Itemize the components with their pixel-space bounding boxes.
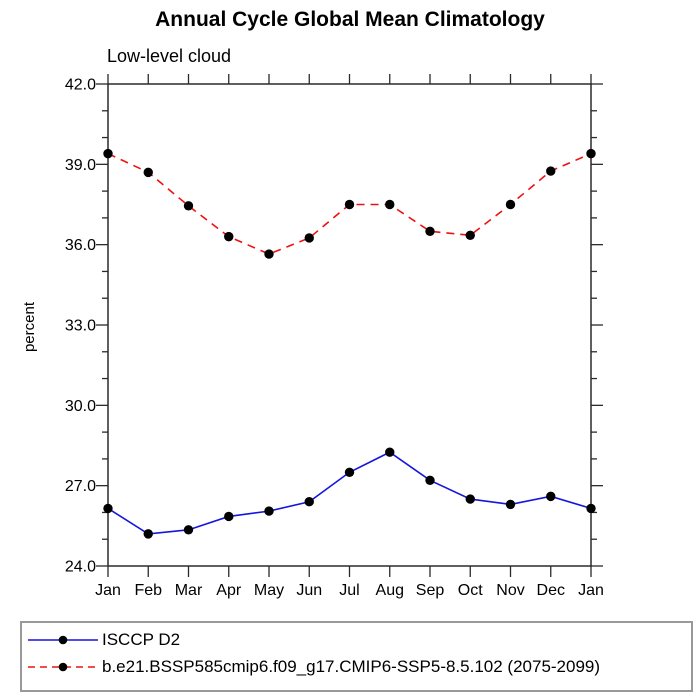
data-point-marker bbox=[385, 447, 395, 457]
data-point-marker bbox=[385, 199, 395, 210]
x-tick-label: Sep bbox=[416, 582, 445, 599]
data-point-marker bbox=[344, 199, 355, 210]
data-point-marker bbox=[183, 201, 194, 211]
x-tick-label: Oct bbox=[458, 582, 483, 599]
x-tick-label: Nov bbox=[496, 582, 524, 599]
data-point-marker bbox=[425, 226, 435, 236]
x-tick-label: Jun bbox=[296, 582, 322, 599]
y-tick-label: 39.0 bbox=[65, 157, 96, 174]
legend-label: b.e21.BSSP585cmip6.f09_g17.CMIP6-SSP5-8.… bbox=[102, 656, 601, 676]
x-tick-label: Jan bbox=[95, 582, 121, 599]
legend-item-model: b.e21.BSSP585cmip6.f09_g17.CMIP6-SSP5-8.… bbox=[26, 653, 691, 680]
y-tick-label: 30.0 bbox=[65, 398, 96, 415]
data-point-marker bbox=[264, 249, 274, 259]
legend-sample-marker bbox=[58, 635, 68, 644]
y-tick-label: 27.0 bbox=[65, 478, 96, 495]
data-point-marker bbox=[505, 199, 516, 210]
data-point-marker bbox=[103, 148, 113, 159]
legend-sample-marker bbox=[58, 662, 68, 671]
legend-line-sample-solid bbox=[28, 635, 98, 644]
x-tick-label: Aug bbox=[376, 582, 404, 599]
x-tick-label: May bbox=[254, 582, 284, 599]
data-point-marker bbox=[103, 503, 113, 514]
data-point-marker bbox=[183, 525, 194, 535]
data-point-marker bbox=[546, 166, 556, 176]
data-point-marker bbox=[224, 231, 234, 242]
data-point-marker bbox=[465, 230, 475, 240]
y-tick-label: 24.0 bbox=[65, 559, 96, 576]
data-point-marker bbox=[143, 529, 153, 539]
data-point-marker bbox=[143, 167, 153, 178]
x-tick-label: Jul bbox=[339, 582, 359, 599]
legend-item-isccp: ISCCP D2 bbox=[26, 626, 691, 653]
legend-box: ISCCP D2 b.e21.BSSP585cmip6.f09_g17.CMIP… bbox=[20, 621, 693, 692]
x-tick-label: Dec bbox=[537, 582, 565, 599]
data-point-marker bbox=[586, 148, 596, 159]
y-tick-label: 33.0 bbox=[65, 318, 96, 335]
data-point-marker bbox=[224, 511, 234, 522]
x-tick-label: Feb bbox=[134, 582, 162, 599]
chart-subtitle: Low-level cloud bbox=[107, 46, 232, 66]
data-point-marker bbox=[344, 467, 355, 477]
data-point-marker bbox=[304, 497, 314, 507]
y-tick-label: 36.0 bbox=[65, 237, 96, 254]
chart-title: Annual Cycle Global Mean Climatology bbox=[155, 8, 545, 31]
x-tick-label: Mar bbox=[175, 582, 203, 599]
data-point-marker bbox=[586, 503, 596, 514]
plot-area: Jan Feb Mar Apr May Jun Jul Aug Sep Oct Nov Dec Jan 2… bbox=[65, 74, 604, 599]
data-point-marker bbox=[425, 475, 435, 486]
x-tick-label: Jan bbox=[578, 582, 604, 599]
plot-frame bbox=[107, 83, 592, 567]
y-tick-label: 42.0 bbox=[65, 77, 96, 94]
data-point-marker bbox=[505, 499, 516, 510]
x-tick-label: Apr bbox=[216, 582, 242, 599]
data-point-marker bbox=[264, 506, 274, 516]
series-line-solid bbox=[107, 451, 592, 535]
data-point-marker bbox=[304, 233, 314, 243]
legend-line-sample-dashed bbox=[28, 662, 98, 671]
data-point-marker bbox=[465, 494, 475, 504]
legend-label: ISCCP D2 bbox=[102, 629, 181, 649]
data-point-marker bbox=[546, 491, 556, 502]
